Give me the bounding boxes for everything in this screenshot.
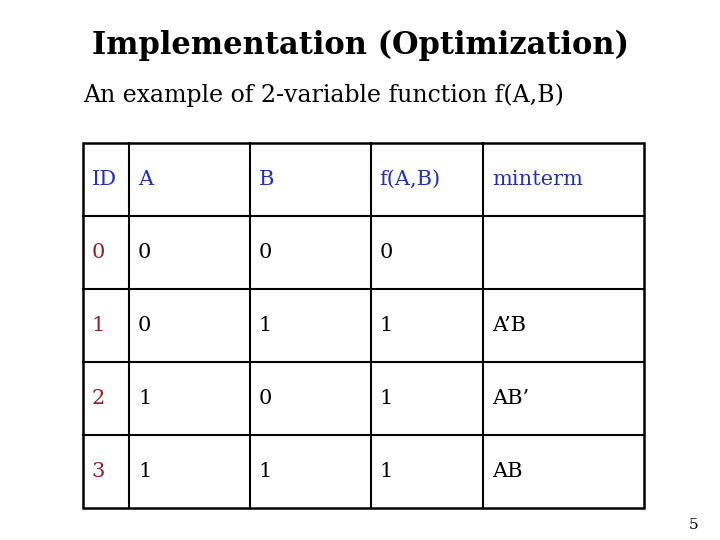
Text: 0: 0 — [138, 316, 151, 335]
Text: 1: 1 — [138, 462, 151, 481]
Text: A: A — [138, 170, 153, 189]
Text: 1: 1 — [379, 389, 393, 408]
Text: minterm: minterm — [492, 170, 583, 189]
Text: Implementation (Optimization): Implementation (Optimization) — [91, 30, 629, 61]
Text: A’B: A’B — [492, 316, 526, 335]
Text: 1: 1 — [138, 389, 151, 408]
Text: An example of 2-variable function f(A,B): An example of 2-variable function f(A,B) — [83, 84, 564, 107]
Text: 0: 0 — [91, 243, 105, 262]
Text: 0: 0 — [379, 243, 393, 262]
Bar — [83, 143, 644, 508]
Text: 0: 0 — [258, 389, 272, 408]
Text: 1: 1 — [91, 316, 105, 335]
Text: AB’: AB’ — [492, 389, 529, 408]
Text: 1: 1 — [379, 316, 393, 335]
Text: 3: 3 — [91, 462, 105, 481]
Text: 1: 1 — [258, 316, 272, 335]
Text: ID: ID — [91, 170, 117, 189]
Text: 1: 1 — [258, 462, 272, 481]
Text: 1: 1 — [379, 462, 393, 481]
Text: f(A,B): f(A,B) — [379, 170, 441, 189]
Text: 5: 5 — [689, 518, 698, 532]
Text: 2: 2 — [91, 389, 104, 408]
Text: AB: AB — [492, 462, 523, 481]
Text: 0: 0 — [258, 243, 272, 262]
Text: B: B — [258, 170, 274, 189]
Text: 0: 0 — [138, 243, 151, 262]
